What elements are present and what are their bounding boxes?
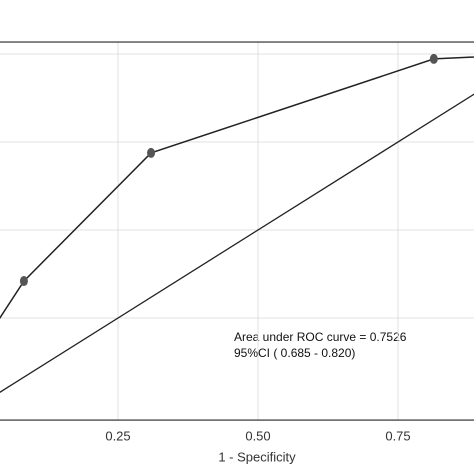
annotation: 95%CI ( 0.685 - 0.820) <box>234 346 355 360</box>
point <box>147 147 156 158</box>
x-axis-label: 1 - Specificity <box>218 449 296 464</box>
reference-diagonal <box>0 93 474 393</box>
point <box>429 53 438 64</box>
annotation: Area under ROC curve = 0.7526 <box>234 330 407 344</box>
point <box>19 276 28 287</box>
panel-border <box>0 41 474 421</box>
x-tick-label: 0.50 <box>245 429 270 444</box>
roc-curve <box>0 56 474 320</box>
x-tick-label: 0.75 <box>385 429 410 444</box>
x-tick-label: 0.25 <box>105 429 130 444</box>
